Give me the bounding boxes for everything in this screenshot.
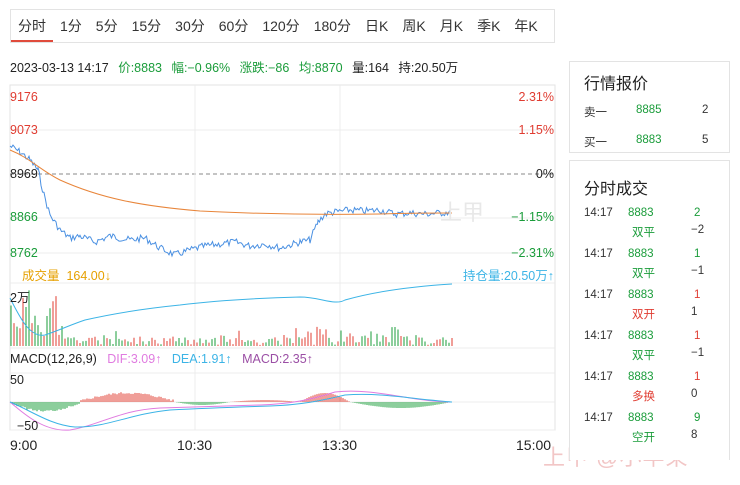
price-label-4: 8866 [10, 210, 38, 224]
macd-axis-bottom: −50 [17, 419, 39, 433]
trade-qty: 9 [694, 412, 701, 424]
tab-0[interactable]: 分时 [11, 10, 53, 42]
trade-row: 14:17 8883 1 双平 −1 [584, 330, 714, 370]
trade-row: 14:17 8883 1 双平 −1 [584, 248, 714, 288]
trade-row: 14:17 8883 9 空开 8 [584, 412, 714, 452]
macd-axis-top: 50 [10, 373, 24, 387]
tab-8[interactable]: 日K [365, 18, 389, 34]
intraday-chart[interactable] [0, 0, 560, 485]
chart-frame [9, 84, 556, 431]
quote-panel-title: 行情报价 [584, 76, 649, 93]
trade-delta: 1 [691, 306, 698, 318]
tab-9[interactable]: 周K [402, 18, 426, 34]
time-label-1030: 10:30 [177, 437, 213, 453]
pct-label-4: −1.15% [511, 210, 554, 224]
info-bar: 2023-03-13 14:17 价:8883 幅:−0.96% 涨跌:−86 … [10, 57, 464, 76]
info-datetime: 2023-03-13 14:17 [10, 61, 109, 75]
info-price: 价:8883 [118, 61, 162, 75]
pct-label-2: 1.15% [518, 123, 554, 137]
open-interest-line [9, 283, 453, 336]
trade-row: 14:17 8883 1 多换 0 [584, 371, 714, 411]
tab-1[interactable]: 1分 [60, 18, 82, 34]
info-average: 均:8870 [298, 61, 343, 75]
tab-5[interactable]: 60分 [218, 18, 249, 34]
macd-legend: MACD(12,26,9) DIF:3.09↑ DEA:1.91↑ MACD:2… [10, 352, 313, 366]
time-label-end: 15:00 [516, 437, 552, 453]
time-label-start: 9:00 [10, 437, 38, 453]
trade-type: 双平 [632, 227, 655, 239]
trade-type: 双平 [632, 268, 655, 280]
info-change: 涨跌:−86 [239, 61, 290, 75]
trade-time: 14:17 [584, 330, 613, 342]
trade-type: 空开 [632, 432, 655, 444]
trade-delta: 8 [691, 429, 698, 441]
trade-price: 8883 [628, 289, 654, 301]
trade-type: 双平 [632, 350, 655, 362]
trade-time: 14:17 [584, 412, 613, 424]
info-amplitude: 幅:−0.96% [171, 61, 231, 75]
price-label-top: 9176 [10, 90, 38, 104]
tab-6[interactable]: 120分 [262, 18, 300, 34]
trade-time: 14:17 [584, 248, 613, 260]
trade-qty: 1 [694, 248, 701, 260]
volume-label: 成交量 164.00↓ [22, 269, 111, 283]
info-volume: 量:164 [352, 61, 389, 75]
trade-qty: 1 [694, 371, 701, 383]
trade-price: 8883 [628, 207, 654, 219]
quote-panel: 行情报价 卖一 8885 2 买一 8883 5 [569, 61, 730, 153]
pct-label-top: 2.31% [518, 90, 554, 104]
open-interest-label: 持仓量:20.50万↑ [462, 269, 554, 283]
period-tabs: 分时 1分 5分 15分 30分 60分 120分 180分 日K 周K 月K 季K 年K [10, 9, 555, 43]
trade-price: 8883 [628, 412, 654, 424]
info-open-interest: 持:20.50万 [398, 61, 459, 75]
trade-price: 8883 [628, 371, 654, 383]
watermark-center: 上甲 [440, 200, 485, 225]
tab-7[interactable]: 180分 [313, 18, 352, 34]
trade-qty: 1 [694, 289, 701, 301]
trade-time: 14:17 [584, 371, 613, 383]
pct-label-bottom: −2.31% [511, 246, 554, 260]
dea-line [9, 393, 453, 428]
trade-delta: −2 [691, 224, 705, 236]
tab-3[interactable]: 15分 [131, 18, 162, 34]
tab-11[interactable]: 季K [477, 18, 501, 34]
tab-12[interactable]: 年K [514, 18, 538, 34]
price-label-bottom: 8762 [10, 246, 38, 260]
trade-time: 14:17 [584, 207, 613, 219]
price-label-mid: 8969 [10, 167, 38, 181]
dif-line [9, 390, 453, 431]
trade-row: 14:17 8883 2 双平 −2 [584, 207, 714, 247]
tab-2[interactable]: 5分 [95, 18, 118, 34]
trades-panel-title: 分时成交 [584, 181, 649, 198]
trade-time: 14:17 [584, 289, 613, 301]
trades-panel: 分时成交 14:17 8883 2 双平 −2 14:17 8883 1 双平 −1 14:17 88… [569, 160, 730, 460]
trade-price: 8883 [628, 330, 654, 342]
trade-price: 8883 [628, 248, 654, 260]
volume-scale: 2万 [10, 291, 30, 305]
trade-row: 14:17 8883 1 双开 1 [584, 289, 714, 329]
price-line [9, 144, 451, 258]
price-label-2: 9073 [10, 123, 38, 137]
time-label-1330: 13:30 [322, 437, 358, 453]
tab-4[interactable]: 30分 [175, 18, 205, 34]
tab-10[interactable]: 月K [439, 18, 464, 34]
trade-type: 双开 [632, 309, 655, 321]
trade-delta: −1 [691, 347, 705, 359]
trade-type: 多换 [632, 391, 655, 403]
trade-qty: 2 [694, 207, 701, 219]
pct-label-mid: 0% [535, 167, 554, 181]
trade-delta: 0 [691, 388, 698, 400]
average-line [9, 149, 453, 215]
trade-qty: 1 [694, 330, 701, 342]
trade-delta: −1 [691, 265, 705, 277]
